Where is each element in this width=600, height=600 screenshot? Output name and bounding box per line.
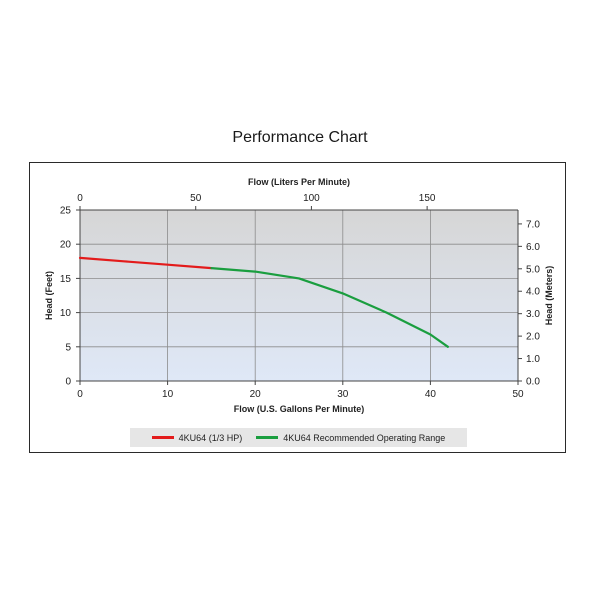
x-bottom-tick-label: 0 xyxy=(77,389,83,400)
x-bottom-tick-label: 20 xyxy=(250,389,262,400)
y-right-tick-label: 6.0 xyxy=(526,242,540,253)
axes: 0 10 20 30 40 50 0 50 100 150 0 5 10 15 20 25 0.0 1.0 2.0 3… xyxy=(60,193,540,400)
y-right-tick-label: 5.0 xyxy=(526,264,540,275)
y-left-tick-label: 20 xyxy=(60,240,72,251)
x-top-tick-label: 0 xyxy=(77,193,83,204)
y-right-tick-label: 3.0 xyxy=(526,309,540,320)
x-bottom-axis-title: Flow (U.S. Gallons Per Minute) xyxy=(234,404,365,414)
x-top-tick-label: 150 xyxy=(419,193,436,204)
plot-area xyxy=(80,210,518,381)
series-line-1 xyxy=(210,266,449,348)
x-top-tick-label: 50 xyxy=(190,193,202,204)
chart-frame: 0 10 20 30 40 50 0 50 100 150 0 5 10 15 20 25 0.0 1.0 2.0 3… xyxy=(29,162,566,453)
x-bottom-tick-label: 50 xyxy=(512,389,524,400)
x-top-axis-title: Flow (Liters Per Minute) xyxy=(248,177,350,187)
page-title: Performance Chart xyxy=(232,129,368,146)
y-left-tick-label: 5 xyxy=(65,342,71,353)
y-right-tick-label: 2.0 xyxy=(526,332,540,343)
series-layer xyxy=(78,256,449,348)
y-right-tick-label: 0.0 xyxy=(526,377,540,388)
legend-item-operating-range: 4KU64 Recommended Operating Range xyxy=(256,433,445,443)
legend: 4KU64 (1/3 HP) 4KU64 Recommended Operati… xyxy=(130,428,467,447)
y-right-axis-title: Head (Meters) xyxy=(544,266,554,326)
legend-swatch-green xyxy=(256,436,279,439)
legend-label-pump-curve: 4KU64 (1/3 HP) xyxy=(178,432,243,443)
x-bottom-tick-label: 40 xyxy=(425,389,437,400)
x-bottom-tick-label: 30 xyxy=(337,389,349,400)
y-left-tick-label: 15 xyxy=(60,274,72,285)
y-left-tick-label: 0 xyxy=(65,377,71,388)
y-left-tick-label: 10 xyxy=(60,308,72,319)
y-right-tick-label: 7.0 xyxy=(526,219,540,230)
y-left-axis-title: Head (Feet) xyxy=(44,271,54,320)
x-bottom-tick-label: 10 xyxy=(162,389,174,400)
legend-item-pump-curve: 4KU64 (1/3 HP) xyxy=(151,432,243,443)
y-left-tick-label: 25 xyxy=(60,206,72,217)
y-right-tick-label: 1.0 xyxy=(526,354,540,365)
y-right-tick-label: 4.0 xyxy=(526,287,540,298)
x-top-tick-label: 100 xyxy=(303,193,320,204)
legend-swatch-red xyxy=(151,436,174,439)
series-line-0 xyxy=(78,256,213,270)
legend-label-operating-range: 4KU64 Recommended Operating Range xyxy=(283,432,446,443)
chart-svg: 0 10 20 30 40 50 0 50 100 150 0 5 10 15 20 25 0.0 1.0 2.0 3… xyxy=(44,177,554,414)
